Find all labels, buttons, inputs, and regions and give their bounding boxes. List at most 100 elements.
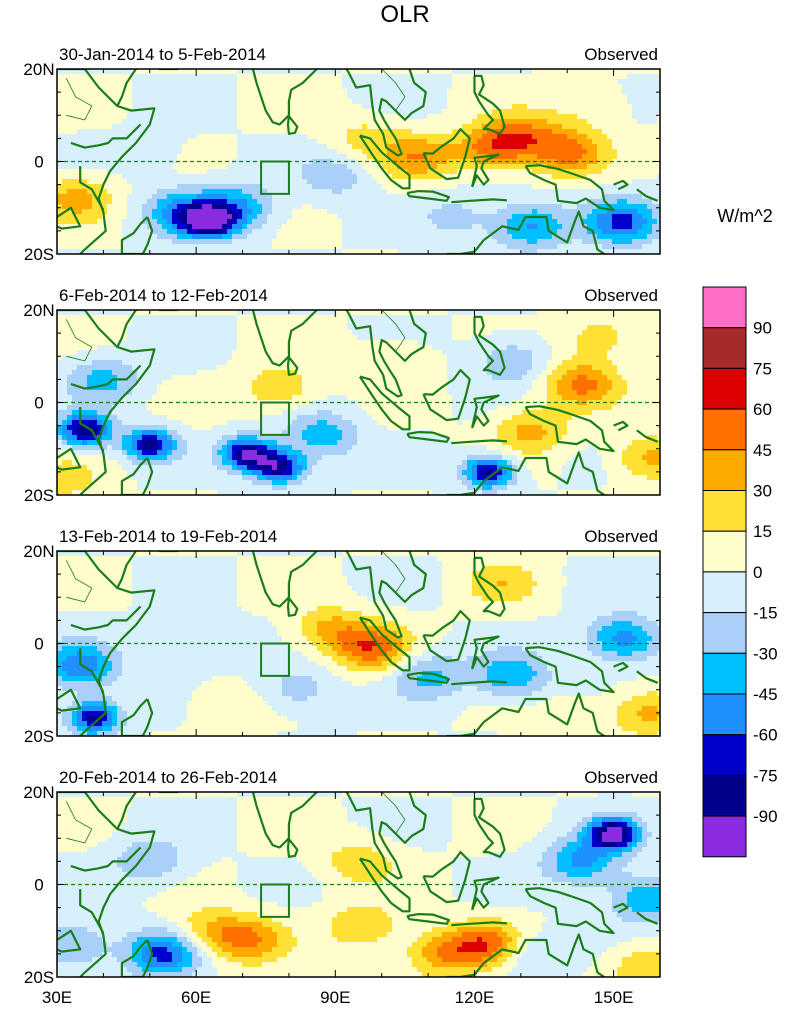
field-cell [77,124,83,130]
field-cell [317,114,323,120]
field-cell [647,239,653,245]
field-cell [482,194,488,200]
field-cell [192,124,198,130]
field-cell [117,229,123,235]
field-cell [552,169,558,175]
field-cell [607,310,613,316]
field-cell [412,214,418,220]
field-cell [597,169,603,175]
field-cell [577,134,583,140]
field-cell [302,219,308,225]
field-cell [92,114,98,120]
field-cell [557,119,563,125]
field-cell [622,169,628,175]
field-cell [567,164,573,170]
field-cell [602,139,608,145]
field-cell [312,114,318,120]
field-cell [192,189,198,195]
field-cell [647,224,653,230]
field-cell [187,139,193,145]
field-cell [72,249,78,254]
field-cell [112,179,118,185]
field-cell [302,154,308,160]
field-cell [572,179,578,185]
field-cell [477,209,483,215]
field-cell [342,104,348,110]
field-cell [57,320,63,326]
field-cell [277,234,283,240]
field-cell [637,229,643,235]
field-cell [562,149,568,155]
field-cell [342,149,348,155]
field-cell [137,229,143,235]
field-cell [307,310,313,316]
coastline [345,69,427,157]
field-cell [582,179,588,185]
field-cell [157,209,163,215]
field-cell [132,199,138,205]
field-cell [357,209,363,215]
field-cell [552,234,558,240]
field-cell [352,320,358,326]
coastline [483,210,605,254]
field-cell [62,74,68,80]
field-cell [587,204,593,210]
field-cell [532,184,538,190]
field-cell [187,209,193,215]
field-cell [577,124,583,130]
field-cell [387,234,393,240]
field-cell [612,134,618,140]
field-cell [487,139,493,145]
field-cell [532,99,538,105]
field-cell [352,194,358,200]
field-cell [647,214,653,220]
field-cell [327,84,333,90]
field-cell [82,249,88,254]
field-cell [292,209,298,215]
field-cell [327,169,333,175]
field-cell [422,204,428,210]
field-cell [207,244,213,250]
field-cell [167,109,173,115]
field-cell [272,109,278,115]
field-cell [92,209,98,215]
field-cell [122,104,128,110]
field-cell [487,84,493,90]
field-cell [582,104,588,110]
field-cell [307,79,313,85]
field-cell [362,89,368,95]
field-cell [137,69,143,75]
field-cell [402,89,408,95]
field-cell [517,144,523,150]
field-cell [512,99,518,105]
field-cell [357,79,363,85]
field-cell [132,249,138,254]
field-cell [82,189,88,195]
field-cell [397,89,403,95]
field-cell [547,124,553,130]
field-cell [462,169,468,175]
field-cell [637,244,643,250]
field-cell [192,214,198,220]
field-cell [82,310,88,316]
field-cell [222,74,228,80]
field-cell [227,199,233,205]
field-cell [197,94,203,100]
field-cell [602,74,608,80]
field-cell [442,320,448,326]
field-cell [112,134,118,140]
field-cell [547,69,553,75]
field-cell [227,310,233,316]
field-cell [312,244,318,250]
field-cell [262,325,268,331]
field-cell [82,119,88,125]
field-cell [242,114,248,120]
field-cell [642,194,648,200]
field-cell [352,129,358,135]
field-cell [232,204,238,210]
field-cell [137,204,143,210]
field-cell [292,149,298,155]
field-cell [267,244,273,250]
field-cell [367,244,373,250]
field-cell [167,320,173,326]
